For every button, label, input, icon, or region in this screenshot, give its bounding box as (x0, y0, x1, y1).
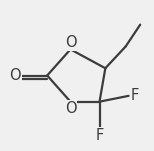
Text: O: O (9, 68, 21, 83)
Text: F: F (130, 88, 139, 103)
Text: F: F (95, 128, 104, 143)
Text: O: O (65, 35, 76, 50)
Text: O: O (65, 101, 76, 116)
